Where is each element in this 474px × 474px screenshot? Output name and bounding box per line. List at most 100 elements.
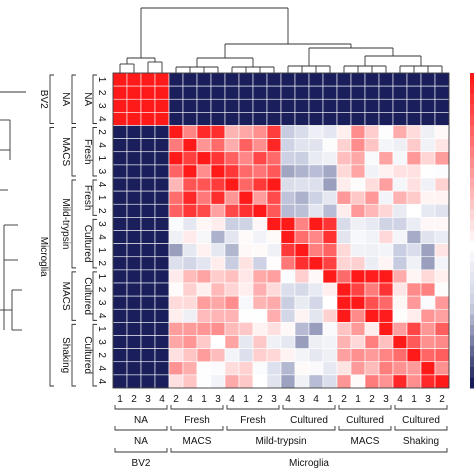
heatmap-cell [266,125,282,139]
heatmap-cell [126,361,142,376]
heatmap-cell [336,322,352,336]
heatmap-cell [140,85,156,100]
heatmap-cell [196,151,212,166]
heatmap-cell [224,217,240,231]
heatmap-cell [294,190,310,205]
heatmap-cell [238,256,254,271]
heatmap-cell [252,269,268,284]
column-subgroup-label: MACS [351,436,380,447]
heatmap-cell [406,72,422,87]
heatmap-cell [252,217,268,231]
heatmap-cell [182,164,198,179]
heatmap-cell [280,190,296,205]
heatmap-cell [168,177,184,192]
heatmap-cell [168,203,184,218]
heatmap-cell [392,138,408,153]
row-group-label: Fresh [82,139,93,165]
color-scale-step [470,367,474,378]
row-replicate-label: 3 [96,339,107,345]
heatmap-cell [140,308,156,323]
heatmap-cell [420,217,436,231]
heatmap-cell [364,164,380,179]
heatmap-cell [280,361,296,376]
heatmap-cell [182,361,198,376]
column-subgroup-bracket [114,426,168,431]
heatmap-cell [378,203,394,218]
heatmap-cell [364,98,380,113]
heatmap-cell [112,138,128,153]
heatmap-cell [322,230,338,244]
heatmap-cell [168,322,184,336]
row-subgroup-label: MACS [60,282,71,311]
heatmap-cell [336,217,352,231]
heatmap-cell [392,112,408,126]
heatmap-cell [336,151,352,166]
heatmap-cell [350,138,366,153]
heatmap-cell [126,243,142,258]
heatmap-cell [434,308,450,323]
heatmap-cell [294,256,310,271]
heatmap-cell [140,177,156,192]
heatmap-cell [154,348,170,363]
heatmap-cell [294,138,310,153]
heatmap-cell [182,177,198,192]
heatmap-cell [434,190,450,205]
color-scale-step [470,73,474,84]
heatmap-cell [392,308,408,323]
heatmap-cell [420,138,436,153]
heatmap-cell [336,374,352,389]
heatmap-cell [224,72,240,87]
heatmap-cell [154,138,170,153]
color-scale-step [470,314,474,326]
color-scale-step [470,272,474,284]
heatmap-cell [182,72,198,87]
heatmap-cell [392,361,408,376]
heatmap-cell [420,85,436,100]
heatmap-cell [112,308,128,323]
heatmap-cell [280,125,296,139]
heatmap-cell [196,243,212,258]
heatmap-cell [294,98,310,113]
heatmap-cell [434,138,450,153]
column-subgroup-bracket [226,426,336,431]
heatmap-cell [392,164,408,179]
heatmap-cell [406,164,422,179]
heatmap-cell [252,72,268,87]
heatmap-cell [238,72,254,87]
column-replicate-label: 1 [201,394,207,405]
heatmap-cell [140,190,156,205]
column-group-bracket [338,405,392,410]
heatmap-cell [182,335,198,349]
row-replicate-label: 3 [96,300,107,306]
heatmap-cell [406,138,422,153]
heatmap-cell [406,243,422,258]
color-scale-step [470,104,474,116]
heatmap-cell [434,322,450,336]
column-group-label: NA [134,415,148,426]
heatmap-cell [238,190,254,205]
color-scale-step [470,209,474,221]
heatmap-cell [224,151,240,166]
heatmap-cell [434,282,450,297]
heatmap-cell [406,256,422,271]
row-group-label: Cultured [82,225,93,263]
heatmap-cell [196,125,212,139]
row-subgroup-label: NA [60,92,71,106]
heatmap-cell [350,308,366,323]
heatmap-cell [336,269,352,284]
heatmap-cell [112,112,128,126]
color-scale-step [470,325,474,336]
heatmap-cell [280,203,296,218]
heatmap-cell [322,98,338,113]
heatmap-cell [238,98,254,113]
heatmap-cell [434,125,450,139]
heatmap-cell [224,308,240,323]
heatmap-cell [322,138,338,153]
heatmap-cell [196,98,212,113]
heatmap-cell [224,164,240,179]
heatmap-cell [182,125,198,139]
color-scale-step [470,293,474,305]
heatmap-cell [182,269,198,284]
heatmap-cell [280,243,296,258]
